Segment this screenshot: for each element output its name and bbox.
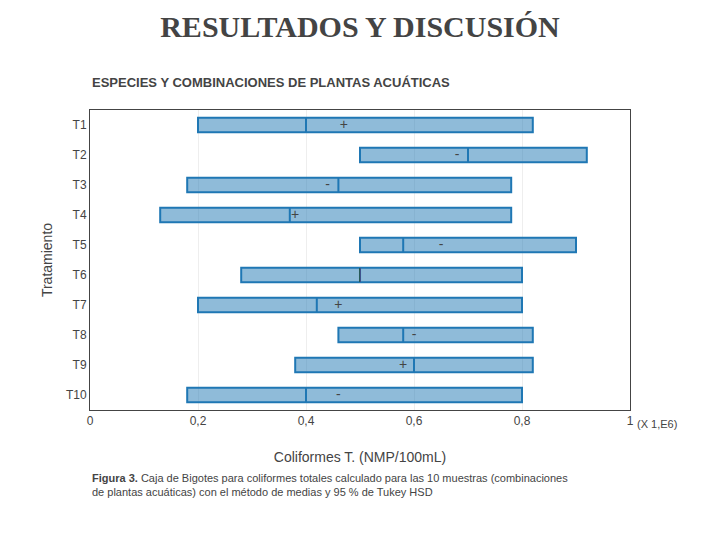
svg-text:|: | — [358, 266, 362, 282]
svg-text:Figura 3. Caja de Bigotes para: Figura 3. Caja de Bigotes para coliforme… — [92, 472, 568, 498]
svg-text:T7: T7 — [73, 298, 87, 312]
svg-text:T2: T2 — [73, 148, 87, 162]
svg-text:RESULTADOS Y DISCUSIÓN: RESULTADOS Y DISCUSIÓN — [160, 10, 560, 43]
svg-text:ESPECIES Y COMBINACIONES DE PL: ESPECIES Y COMBINACIONES DE PLANTAS ACUÁ… — [92, 75, 450, 90]
svg-text:0,6: 0,6 — [406, 414, 423, 428]
svg-text:(X 1,E6): (X 1,E6) — [637, 418, 677, 430]
svg-text:-: - — [412, 326, 417, 342]
svg-text:+: + — [334, 296, 342, 312]
svg-text:+: + — [399, 356, 407, 372]
svg-text:0,2: 0,2 — [190, 414, 207, 428]
svg-text:+: + — [291, 206, 299, 222]
svg-text:T4: T4 — [73, 208, 87, 222]
svg-text:T9: T9 — [73, 358, 87, 372]
svg-text:-: - — [455, 146, 460, 162]
svg-text:T5: T5 — [73, 238, 87, 252]
svg-text:Coliformes T. (NMP/100mL): Coliformes T. (NMP/100mL) — [274, 449, 446, 465]
svg-text:-: - — [439, 236, 444, 252]
svg-text:0,8: 0,8 — [514, 414, 531, 428]
svg-text:-: - — [336, 386, 341, 402]
svg-text:T3: T3 — [73, 178, 87, 192]
svg-text:0: 0 — [87, 414, 94, 428]
svg-text:Tratamiento: Tratamiento — [39, 223, 55, 297]
svg-text:T8: T8 — [73, 328, 87, 342]
svg-text:-: - — [325, 176, 330, 192]
svg-text:T6: T6 — [73, 268, 87, 282]
svg-text:T1: T1 — [73, 118, 87, 132]
svg-text:1: 1 — [627, 414, 634, 428]
svg-text:T10: T10 — [66, 388, 87, 402]
svg-text:0,4: 0,4 — [298, 414, 315, 428]
svg-text:+: + — [340, 116, 348, 132]
